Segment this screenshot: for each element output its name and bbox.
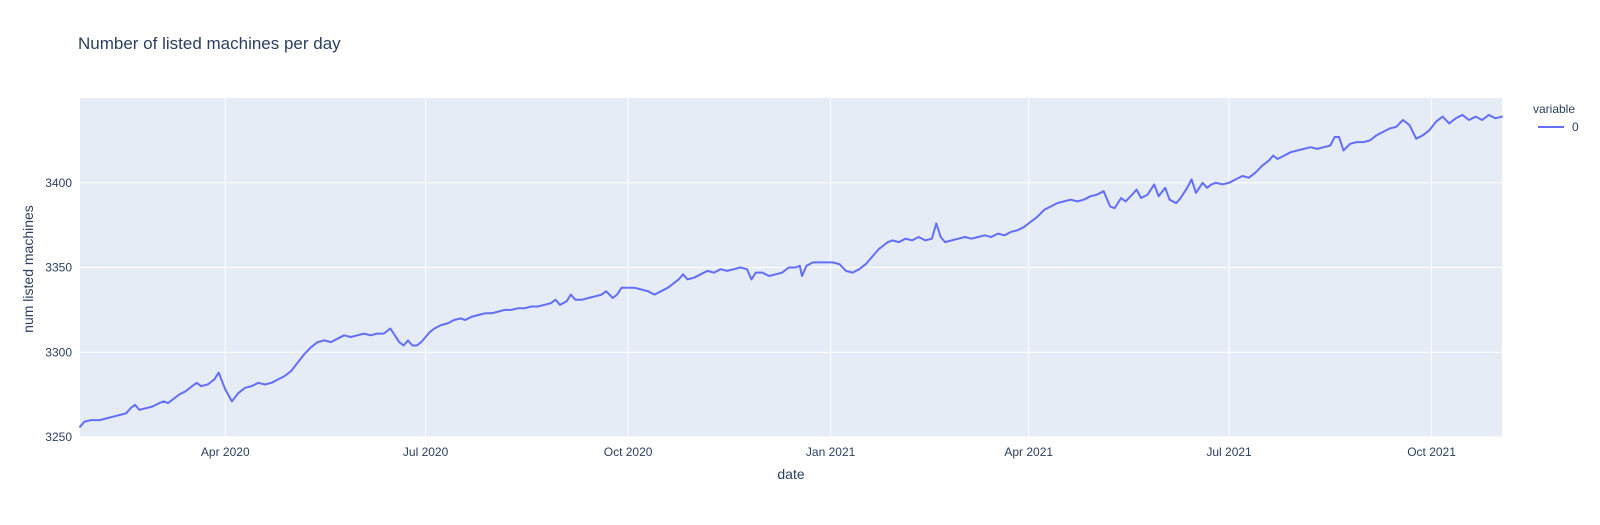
x-tick-label: Apr 2020 [201,445,250,459]
y-tick-label: 3250 [45,430,72,444]
x-axis-title: date [777,466,805,482]
x-tick-label: Jul 2021 [1206,445,1252,459]
x-tick-label: Apr 2021 [1004,445,1053,459]
y-axis-title: num listed machines [20,205,36,333]
x-tick-label: Oct 2021 [1407,445,1456,459]
legend-title: variable [1533,102,1576,116]
x-tick-label: Jan 2021 [806,445,856,459]
chart-title: Number of listed machines per day [78,34,341,53]
y-tick-label: 3300 [45,345,72,359]
y-tick-label: 3350 [45,261,72,275]
legend-line-swatch-icon [1538,126,1564,128]
series-line-0[interactable] [79,113,1503,428]
legend-item-label: 0 [1572,120,1579,134]
legend-item-0[interactable]: 0 [1537,121,1579,133]
y-tick-label: 3400 [45,176,72,190]
x-tick-label: Oct 2020 [604,445,653,459]
legend: variable 0 [1533,102,1579,133]
x-tick-label: Jul 2020 [403,445,449,459]
